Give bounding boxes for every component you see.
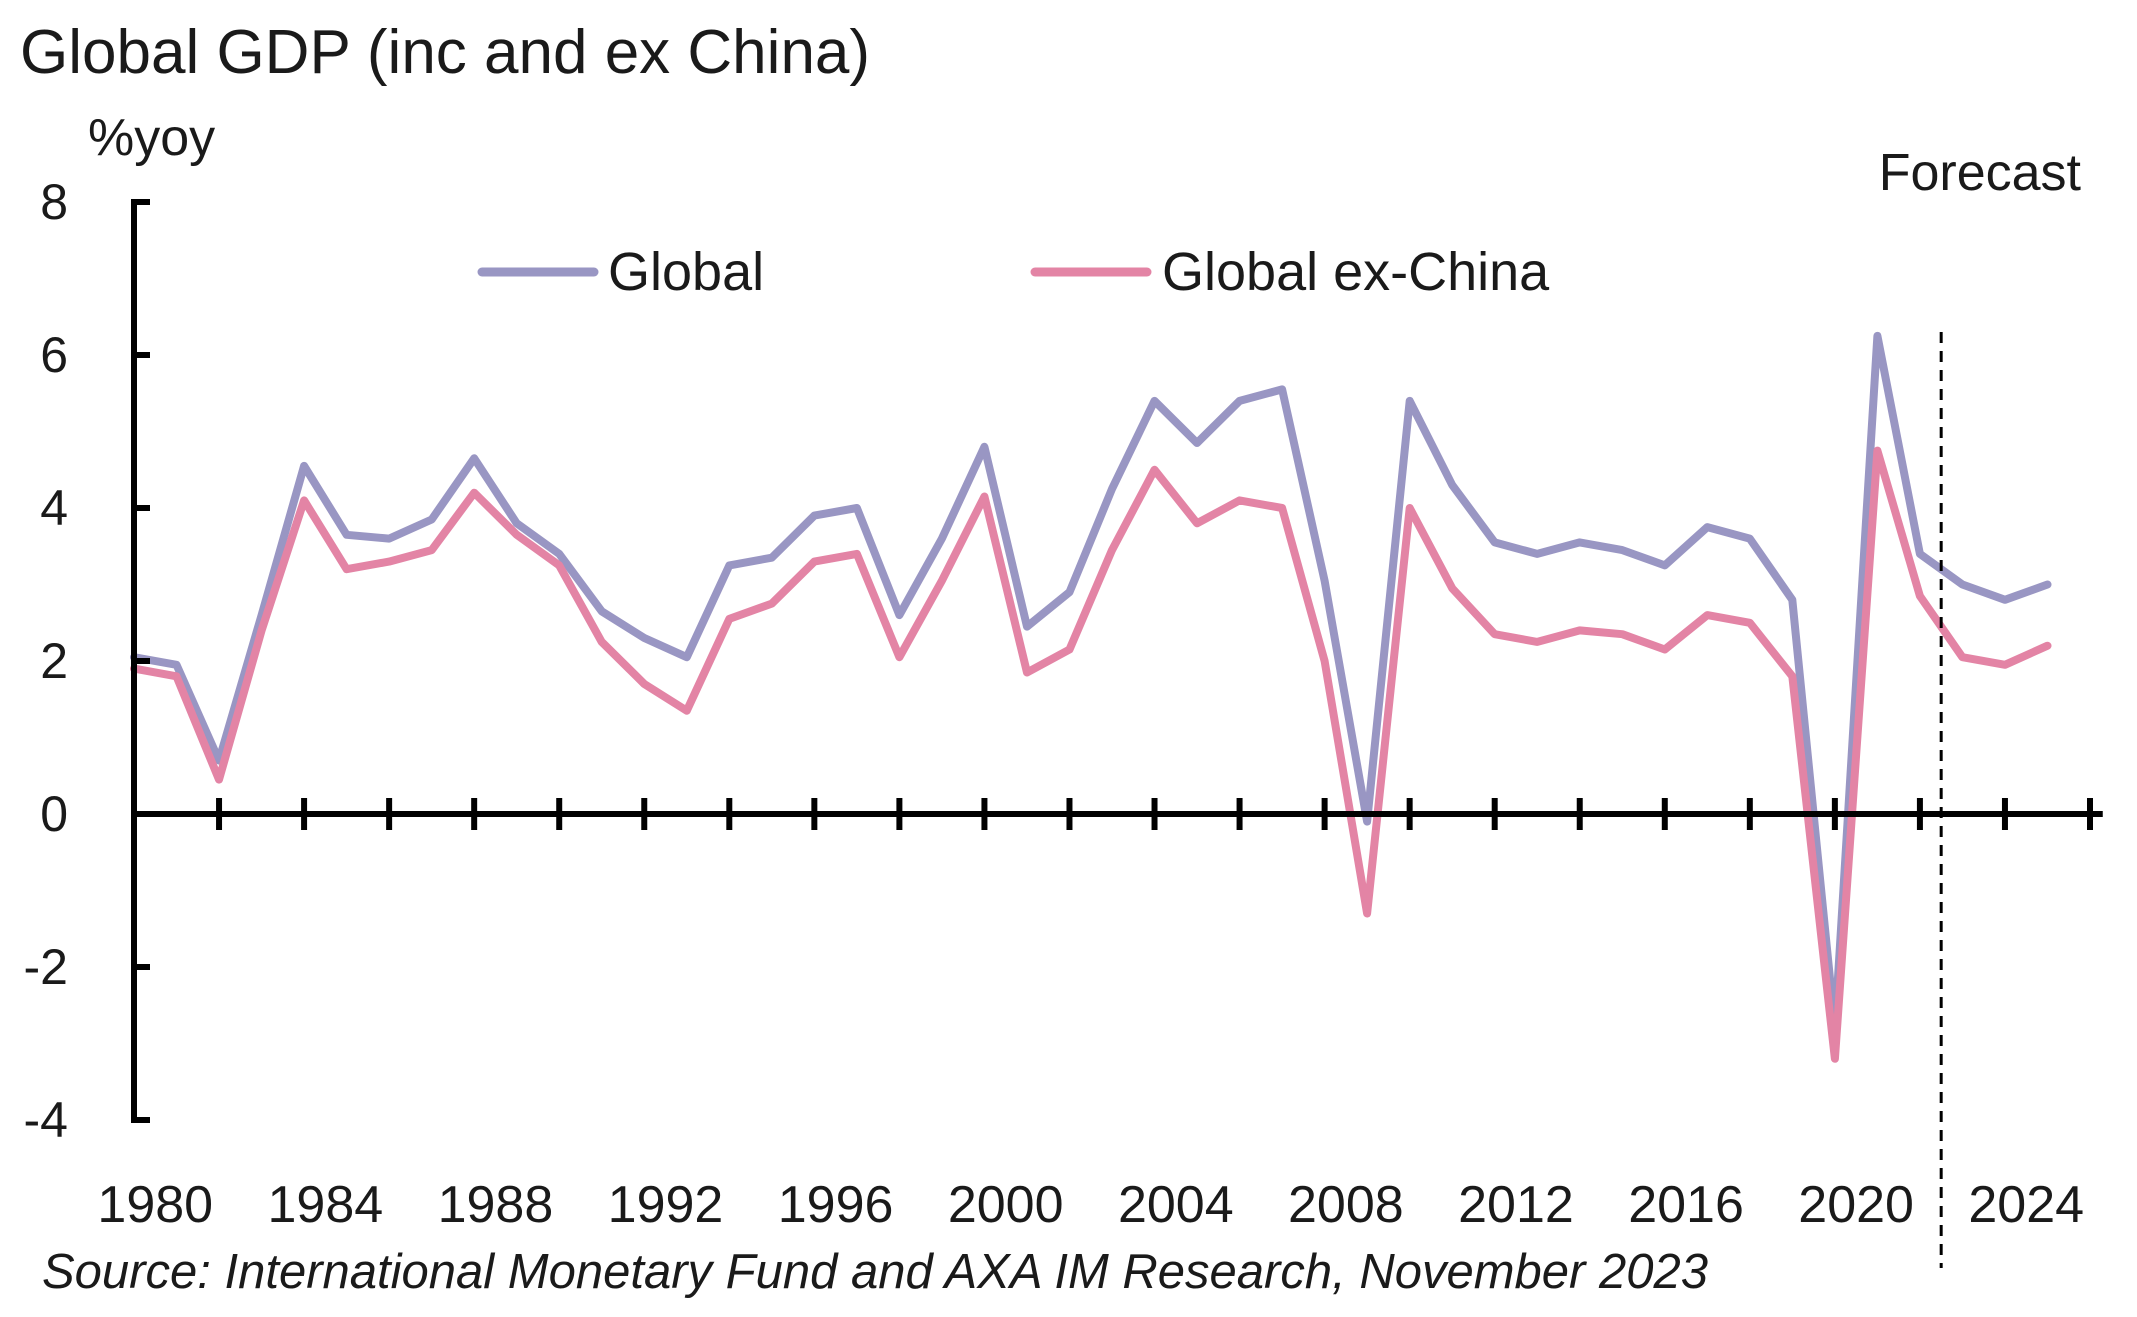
y-tick-label: 4 — [40, 480, 68, 536]
x-tick-label: 2012 — [1458, 1176, 1574, 1234]
legend-label: Global — [608, 242, 764, 302]
legend-label: Global ex-China — [1162, 242, 1550, 302]
x-tick-label: 1984 — [268, 1176, 384, 1234]
forecast-label: Forecast — [1879, 144, 2082, 202]
series-line-global — [130, 331, 2052, 1033]
x-tick-label: 2004 — [1118, 1176, 1234, 1234]
axes-layer: -4 -2 0 2 4 6 8 1980 1984 1988 1992 1996 2000 2004 200… — [24, 174, 2103, 1234]
source-note: Source: International Monetary Fund and … — [42, 1245, 1708, 1299]
y-tick-label: -4 — [24, 1092, 68, 1148]
y-tick-label: -2 — [24, 939, 68, 995]
chart-title: Global GDP (inc and ex China) — [20, 18, 871, 87]
x-tick-label: 1980 — [97, 1176, 213, 1234]
y-tick-label: 8 — [40, 174, 68, 230]
forecast-layer: Forecast — [1879, 144, 2082, 1268]
x-tick-label: 1988 — [438, 1176, 554, 1234]
legend: Global Global ex-China — [477, 242, 1550, 302]
x-tick-label: 1996 — [778, 1176, 894, 1234]
y-tick-label: 6 — [40, 327, 68, 383]
y-tick-label: 2 — [40, 633, 68, 689]
series-layer — [130, 331, 2052, 1063]
x-tick-label: 1992 — [608, 1176, 724, 1234]
x-tick-label: 2020 — [1798, 1176, 1914, 1234]
x-tick-label: 2000 — [948, 1176, 1064, 1234]
y-axis-unit-label: %yoy — [88, 109, 216, 167]
x-tick-label: 2024 — [1968, 1176, 2084, 1234]
x-tick-label: 2016 — [1628, 1176, 1744, 1234]
y-tick-label: 0 — [40, 786, 68, 842]
x-tick-label: 2008 — [1288, 1176, 1404, 1234]
series-line-global-ex-china — [130, 446, 2052, 1063]
